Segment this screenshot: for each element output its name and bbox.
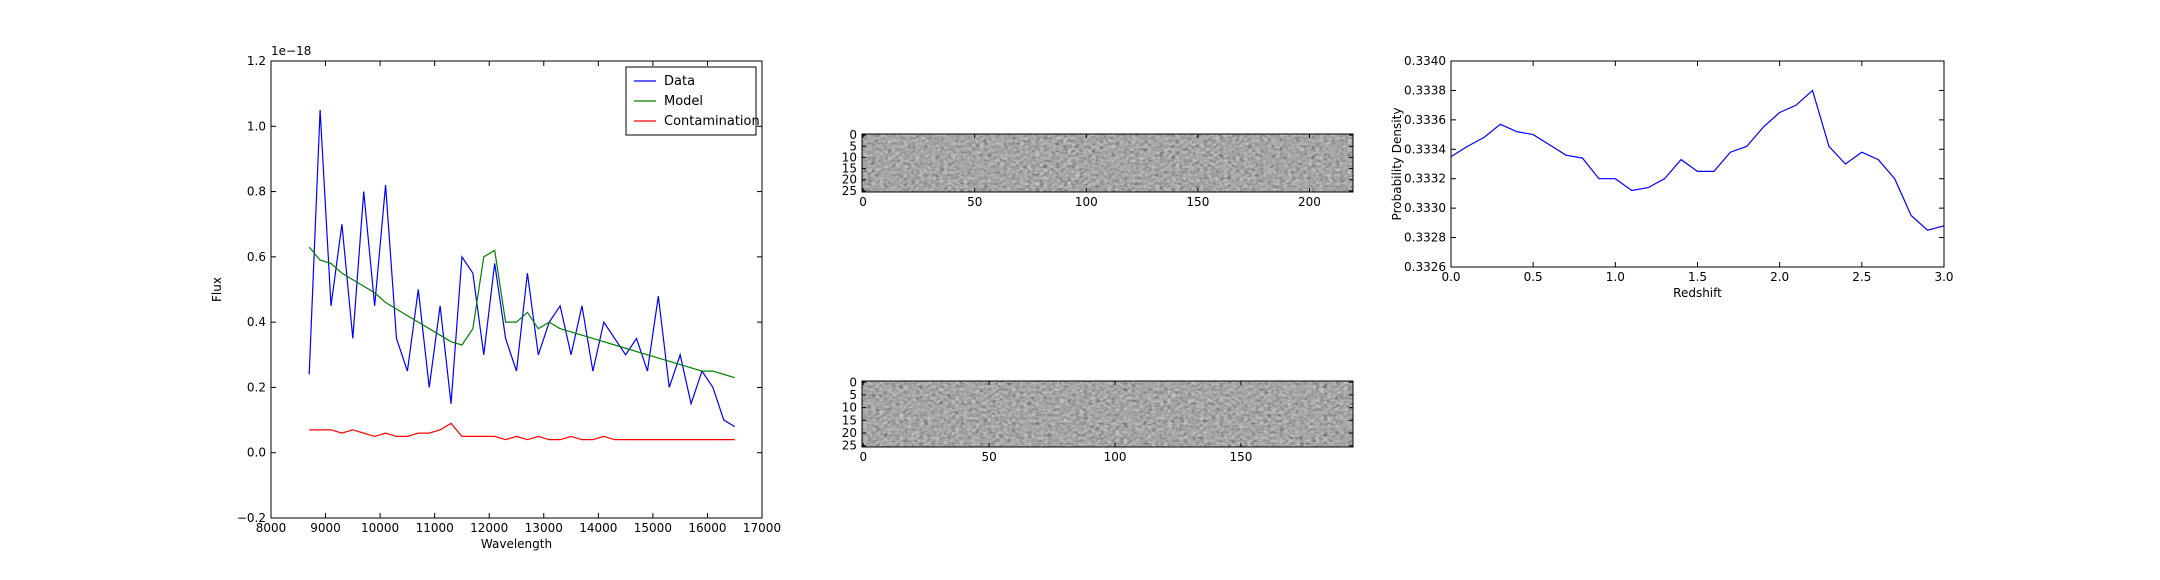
image-pixels (862, 134, 1353, 192)
y-tick-label: 0.8 (247, 185, 266, 199)
x-tick-label: 2.5 (1852, 270, 1871, 284)
plot-area (271, 61, 762, 518)
y-tick-label: 0.3326 (1404, 260, 1446, 274)
x-tick-label: 0.0 (1441, 270, 1460, 284)
y-tick-label: 0 (849, 128, 857, 142)
y-tick-label: 5 (849, 139, 857, 153)
x-tick-label: 8000 (256, 521, 287, 535)
x-tick-label: 50 (967, 195, 982, 209)
y-tick-label: 25 (842, 439, 857, 453)
x-tick-label: 0 (859, 450, 867, 464)
x-tick-label: 17000 (743, 521, 781, 535)
offset-text: 1e−18 (271, 44, 311, 58)
data-line (308, 109, 736, 428)
image-pixels (862, 381, 1353, 447)
y-tick-label: 0.4 (247, 315, 266, 329)
x-tick-label: 200 (1298, 195, 1321, 209)
y-tick-label: 0 (849, 375, 857, 389)
legend-label: Data (664, 74, 695, 89)
y-tick-label: 0.2 (247, 380, 266, 394)
y-tick-label: 0.3338 (1404, 83, 1446, 97)
x-tick-label: 9000 (310, 521, 341, 535)
y-tick-label: 0.3340 (1404, 54, 1446, 68)
x-tick-label: 11000 (416, 521, 454, 535)
frame (270, 60, 763, 519)
axes: 8000 9000 10000 11000 12000 13000 14000 15000 16… (237, 54, 781, 535)
frame (861, 380, 1354, 448)
x-tick-label: 15000 (634, 521, 672, 535)
x-axis-label: Redshift (1673, 286, 1722, 300)
y-tick-label: 15 (842, 413, 857, 427)
y-tick-label: 0.3336 (1404, 113, 1446, 127)
y-axis-label: Probability Density (1390, 108, 1404, 221)
y-tick-label: 0.3334 (1404, 142, 1446, 156)
x-tick-label: 10000 (361, 521, 399, 535)
y-tick-label: 1.0 (247, 119, 266, 133)
x-tick-label: 13000 (525, 521, 563, 535)
x-tick-label: 14000 (579, 521, 617, 535)
x-tick-label: 50 (982, 450, 997, 464)
plot-area (1451, 61, 1944, 267)
y-tick-label: 20 (842, 426, 857, 440)
x-tick-label: 150 (1229, 450, 1252, 464)
y-tick-label: 15 (842, 162, 857, 176)
x-tick-label: 16000 (688, 521, 726, 535)
frame (861, 133, 1354, 193)
y-tick-label: 5 (849, 388, 857, 402)
x-tick-label: 1.5 (1688, 270, 1707, 284)
x-tick-label: 100 (1104, 450, 1127, 464)
x-tick-label: 100 (1075, 195, 1098, 209)
x-axis-label: Wavelength (481, 537, 552, 551)
x-tick-label: 12000 (470, 521, 508, 535)
y-tick-label: 0.6 (247, 250, 266, 264)
data-line (308, 246, 735, 379)
x-tick-label: 150 (1186, 195, 1209, 209)
data-line (309, 422, 735, 441)
x-tick-label: 2.0 (1770, 270, 1789, 284)
y-tick-label: 10 (842, 150, 857, 164)
y-tick-label: 25 (842, 184, 857, 198)
x-tick-label: 1.0 (1606, 270, 1625, 284)
legend-label: Model (664, 94, 703, 109)
y-tick-label: 0.3328 (1404, 231, 1446, 245)
legend: Data Model Contamination (625, 66, 760, 136)
y-tick-label: 1.2 (247, 54, 266, 68)
legend-label: Contamination (664, 114, 760, 129)
y-tick-label: 0.3332 (1404, 172, 1446, 186)
y-tick-label: 20 (842, 173, 857, 187)
y-axis-label: Flux (210, 277, 224, 302)
y-tick-label: 10 (842, 401, 857, 415)
y-tick-label: 0.0 (247, 446, 266, 460)
axes: 0.0 0.5 1.0 1.5 2.0 2.5 3.0 0.3326 0.3328 0.3330 0… (1404, 54, 1954, 284)
data-line (1450, 89, 1945, 231)
x-tick-label: 0.5 (1524, 270, 1543, 284)
y-tick-label: 0.3330 (1404, 201, 1446, 215)
y-tick-label: −0.2 (237, 511, 266, 525)
x-tick-label: 3.0 (1934, 270, 1953, 284)
x-tick-label: 0 (859, 195, 867, 209)
